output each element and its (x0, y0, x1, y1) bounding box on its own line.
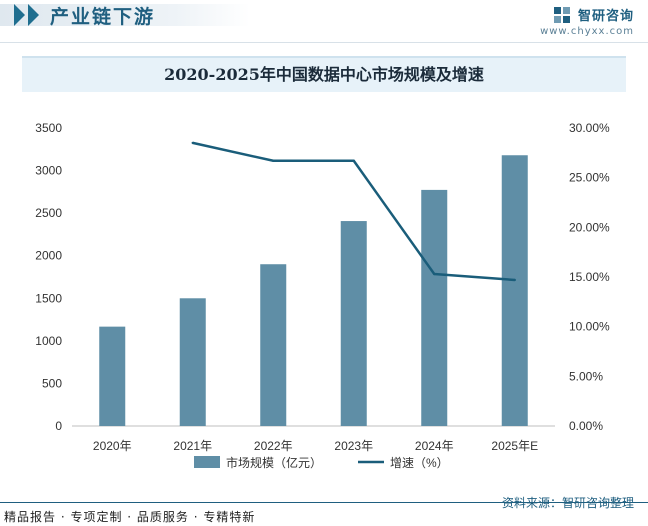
bar (421, 189, 448, 426)
bar (99, 326, 126, 426)
y-right-tick-label: 10.00% (569, 320, 610, 334)
y-right-tick-label: 15.00% (569, 270, 610, 284)
line-point (352, 159, 355, 162)
legend-label-bar: 市场规模（亿元） (226, 455, 322, 470)
footer-tagline: 精品报告 · 专项定制 · 品质服务 · 专精特新 (4, 510, 256, 524)
brand-name: 智研咨询 (577, 9, 634, 24)
brand-url: www.chyxx.com (540, 26, 634, 37)
y-left-tick-label: 1000 (35, 334, 62, 348)
source-note: 资料来源：智研咨询整理 (501, 496, 634, 510)
x-tick-label: 2021年 (173, 439, 212, 453)
x-tick-label: 2024年 (415, 439, 454, 453)
y-right-tick-label: 5.00% (569, 369, 603, 383)
bar (501, 155, 528, 426)
y-left-tick-label: 0 (55, 419, 62, 433)
brand-logo-icon (553, 6, 570, 23)
y-left-tick-label: 3500 (35, 121, 62, 135)
chevron-right-icon (14, 4, 25, 26)
legend-label-line: 增速（%） (390, 456, 449, 470)
chart-area: 0 500 1000 1500 2000 2500 3000 3500 0.00% 5.00% 10… (35, 121, 610, 470)
bar (179, 298, 206, 426)
y-right-tick-label: 20.00% (569, 220, 610, 234)
y-left-tick-label: 500 (42, 376, 62, 390)
line-point (191, 141, 194, 145)
y-left-tick-label: 1500 (35, 291, 62, 305)
y-left-tick-label: 2500 (35, 206, 62, 220)
bar (260, 264, 287, 426)
section-title: 产业链下游 (50, 6, 156, 28)
chevron-right-icon (28, 4, 39, 26)
y-right-tick-label: 0.00% (569, 419, 603, 433)
brand: 智研咨询 www.chyxx.com (540, 4, 634, 37)
bar (340, 221, 367, 426)
x-tick-label: 2023年 (334, 439, 373, 453)
line-point (433, 272, 436, 276)
y-right-tick-label: 25.00% (569, 171, 610, 185)
header-banner (0, 4, 250, 26)
y-left-tick-label: 3000 (35, 164, 62, 178)
x-tick-label: 2025年E (491, 439, 538, 453)
x-tick-label: 2020年 (93, 439, 132, 453)
x-tick-label: 2022年 (254, 439, 293, 453)
footer-divider (0, 502, 648, 503)
y-left-tick-label: 2000 (35, 249, 62, 263)
legend-swatch-bar (194, 456, 220, 468)
page-header: 产业链下游 智研咨询 www.chyxx.com (0, 0, 648, 44)
chart-title-box: 2020-2025年中国数据中心市场规模及增速 (22, 56, 626, 92)
y-right-tick-label: 30.00% (569, 121, 610, 135)
header-divider (0, 42, 648, 43)
chart-title: 2020-2025年中国数据中心市场规模及增速 (164, 65, 484, 84)
line-point (272, 159, 275, 162)
line-point (513, 278, 516, 282)
